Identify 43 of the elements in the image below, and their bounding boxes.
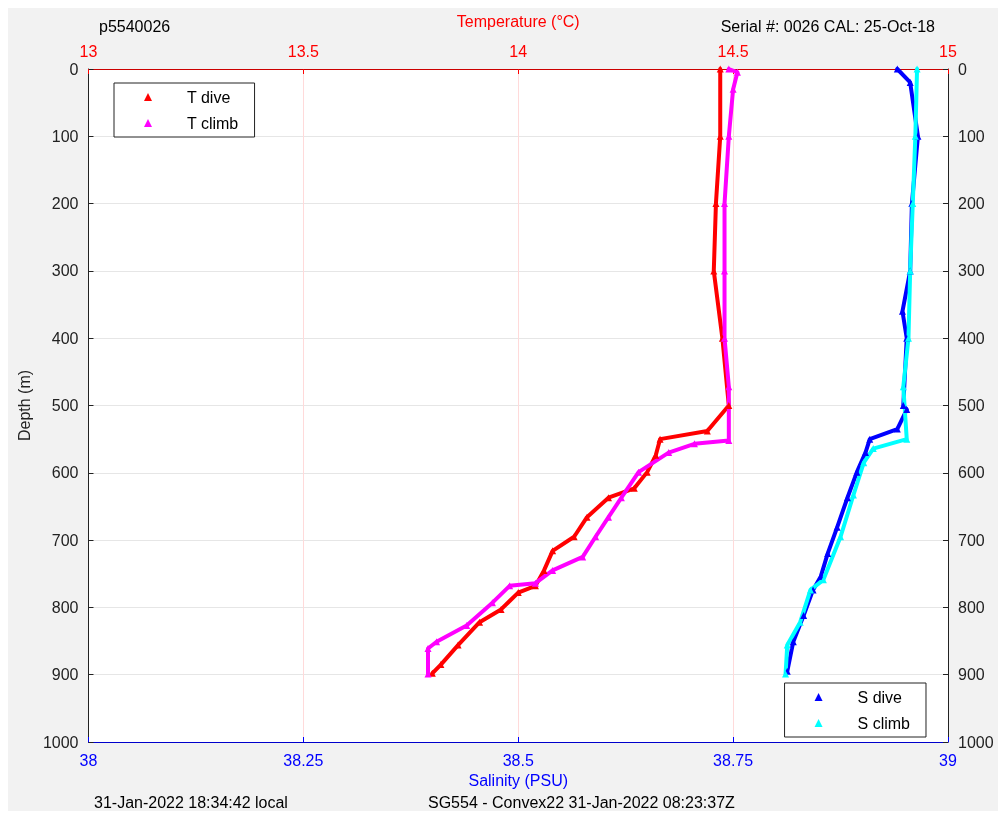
y2-tick-label: 900: [958, 666, 985, 684]
y-tick-label: 900: [51, 666, 79, 684]
x-tick-label: 38.25: [283, 751, 324, 769]
y-tick-label: 500: [51, 397, 79, 414]
legend-label: T dive: [187, 88, 231, 106]
y-tick-label: 700: [51, 531, 79, 549]
legend-label: T climb: [187, 114, 239, 132]
x2-tick-label: 14: [509, 42, 528, 60]
y-tick-label: 400: [51, 329, 79, 347]
y-tick-label: 100: [51, 127, 79, 145]
y-tick-label: 0: [69, 60, 79, 78]
chart-subtitle: Serial #: 0026 CAL: 25-Oct-18: [720, 17, 936, 35]
x-axis-title: Salinity (PSU): [468, 772, 569, 790]
y2-tick-label: 0: [958, 60, 967, 78]
x2-tick-label: 13.5: [287, 42, 320, 60]
y2-tick-label: 300: [958, 262, 985, 280]
legend-label: S dive: [857, 688, 903, 706]
y-tick-label: 300: [51, 262, 79, 280]
x2-tick-label: 14.5: [717, 42, 749, 60]
x2-axis-title: Temperature (°C): [456, 12, 580, 30]
y2-tick-label: 200: [958, 195, 985, 213]
y-tick-label: 600: [51, 464, 79, 482]
x-tick-label: 38.75: [713, 751, 754, 769]
y2-tick-label: 100: [958, 127, 985, 145]
chart-title: p5540026: [99, 17, 171, 35]
text: 31-Jan-2022 18:34:42 local: [94, 793, 288, 811]
x-tick-label: 39: [939, 751, 957, 769]
x-tick-label: 38: [79, 751, 98, 769]
y2-tick-label: 700: [958, 531, 985, 549]
y2-tick-label: 500: [958, 397, 985, 414]
x-tick-label: 38.5: [502, 751, 534, 769]
legend-label: S climb: [857, 714, 911, 732]
x2-tick-label: 13: [79, 42, 98, 60]
text: SG554 - Convex22 31-Jan-2022 08:23:37Z: [428, 793, 736, 811]
y-axis-title: Depth (m): [15, 369, 33, 442]
y-tick-label: 200: [51, 195, 79, 213]
y2-tick-label: 800: [958, 598, 985, 616]
x2-tick-label: 15: [939, 42, 957, 60]
y2-tick-label: 400: [958, 329, 985, 347]
y-tick-label: 1000: [42, 733, 79, 751]
y-tick-label: 800: [51, 598, 79, 616]
y2-tick-label: 1000: [958, 733, 994, 751]
y2-tick-label: 600: [958, 464, 985, 482]
